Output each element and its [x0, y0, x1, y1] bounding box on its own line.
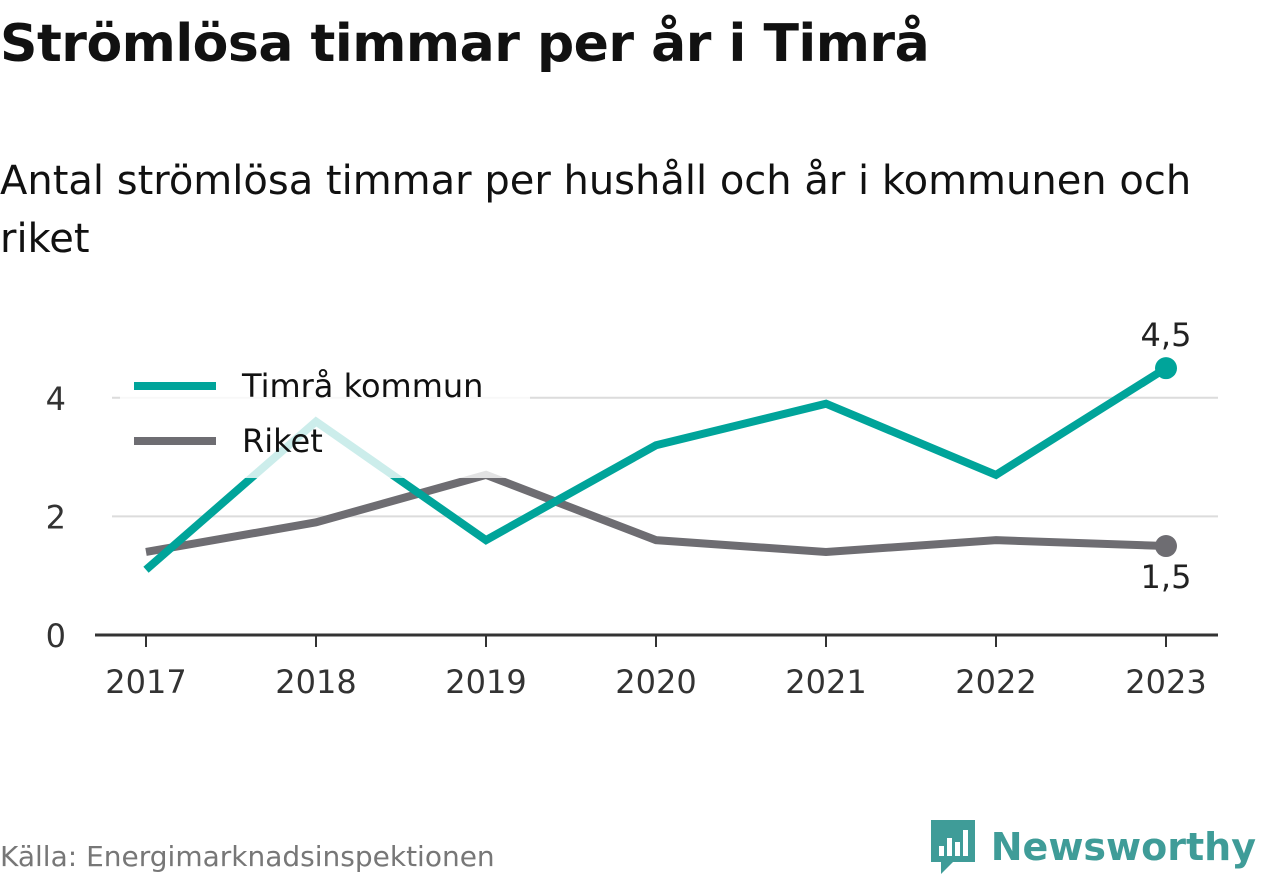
- chart-title: Strömlösa timmar per år i Timrå: [0, 14, 930, 74]
- brand: Newsworthy: [929, 818, 1256, 876]
- x-tick-label-2022: 2022: [955, 663, 1036, 701]
- chart-subtitle: Antal strömlösa timmar per hushåll och å…: [0, 158, 1192, 262]
- end-point-timra-kommun: [1155, 357, 1177, 380]
- y-tick-label-2: 2: [46, 498, 66, 536]
- y-tick-label-0: 0: [46, 617, 66, 655]
- legend-label-timra: Timrå kommun: [241, 367, 483, 405]
- series-line-riket: [145, 470, 1167, 556]
- legend-label-riket: Riket: [242, 422, 323, 460]
- end-label-timra-kommun: 4,5: [1141, 316, 1192, 354]
- source-note: Källa: Energimarknadsinspektionen: [0, 840, 495, 873]
- y-axis-tick-labels: 0 2 4: [46, 380, 66, 655]
- line-chart: 2017 2018 2019 2020 2021 2022 2023 0 2 4 Timrå k…: [46, 316, 1218, 701]
- x-tick-label-2021: 2021: [785, 663, 866, 701]
- end-point-riket: [1155, 535, 1177, 558]
- y-tick-label-4: 4: [46, 380, 66, 418]
- end-label-riket: 1,5: [1141, 558, 1192, 596]
- x-tick-label-2019: 2019: [445, 663, 526, 701]
- x-tick-label-2023: 2023: [1125, 663, 1206, 701]
- x-tick-label-2017: 2017: [105, 663, 186, 701]
- x-tick-label-2018: 2018: [275, 663, 356, 701]
- legend: Timrå kommun Riket: [120, 358, 530, 478]
- legend-background: [120, 358, 530, 478]
- x-axis: 2017 2018 2019 2020 2021 2022 2023: [95, 633, 1218, 701]
- brand-name: Newsworthy: [990, 825, 1256, 869]
- x-tick-label-2020: 2020: [615, 663, 696, 701]
- series-end-points: 1,5 4,5: [1141, 316, 1192, 596]
- newsworthy-logo-icon: [930, 820, 975, 874]
